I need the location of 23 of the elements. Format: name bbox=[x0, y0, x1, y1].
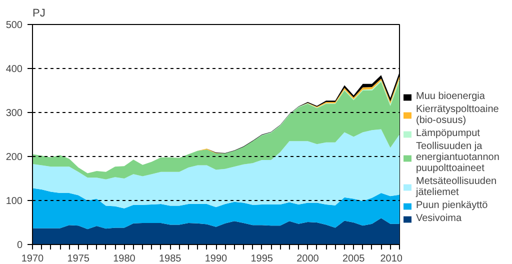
legend-label: Metsäteollisuuden jäteliemet bbox=[416, 176, 497, 198]
y-tick-label: 100 bbox=[6, 196, 23, 207]
legend-label: Kierrätyspolttoaine (bio-osuus) bbox=[416, 104, 499, 126]
y-tick-label: 400 bbox=[6, 64, 23, 75]
x-tick-label: 1985 bbox=[159, 254, 182, 264]
x-tick-label: 1980 bbox=[113, 254, 136, 264]
x-tick-label: 1970 bbox=[21, 254, 44, 264]
y-tick-label: 0 bbox=[16, 240, 23, 251]
legend-label: Puun pienkäyttö bbox=[416, 200, 488, 211]
legend-label: Muu bioenergia bbox=[416, 91, 485, 102]
y-tick-label: 300 bbox=[6, 108, 23, 119]
y-tick-label: 200 bbox=[6, 152, 23, 163]
x-tick-label: 1990 bbox=[204, 254, 228, 264]
y-tick-label: 500 bbox=[6, 20, 23, 31]
x-tick-label: 2005 bbox=[342, 254, 366, 264]
legend-label: Lämpöpumput bbox=[416, 128, 480, 139]
legend-label: Teollisuuden ja energiantuotannon puupolttoaineet bbox=[416, 141, 500, 174]
x-tick-label: 2000 bbox=[296, 254, 320, 264]
x-tick-label: 2010 bbox=[380, 254, 403, 264]
x-tick-label: 1995 bbox=[250, 254, 274, 264]
x-tick-label: 1975 bbox=[67, 254, 90, 264]
y-axis-title: PJ bbox=[32, 8, 46, 20]
legend-label: Vesivoima bbox=[416, 213, 462, 224]
